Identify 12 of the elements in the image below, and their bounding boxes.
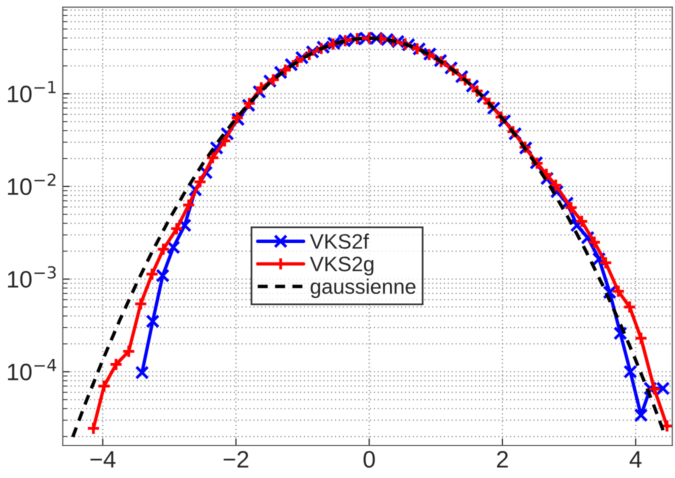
x-tick-label: −2: [224, 450, 248, 468]
y-tick-label: 10$^{−3}$: [8, 266, 56, 288]
y-tick-label: 10$^{−4}$: [8, 359, 56, 380]
x-tick-label: −4: [90, 451, 116, 468]
legend-label: VKS2f: [310, 234, 369, 249]
x-tick-label: 4: [630, 451, 642, 468]
legend-label: VKS2g: [310, 256, 374, 276]
legend-label: gaussienne: [310, 278, 416, 298]
y-tick-label: 10$^{−1}$: [8, 81, 56, 102]
x-tick-label: 2: [497, 450, 508, 468]
x-tick-label: 0: [364, 450, 375, 468]
y-tick-label: 10$^{−2}$: [8, 173, 56, 196]
